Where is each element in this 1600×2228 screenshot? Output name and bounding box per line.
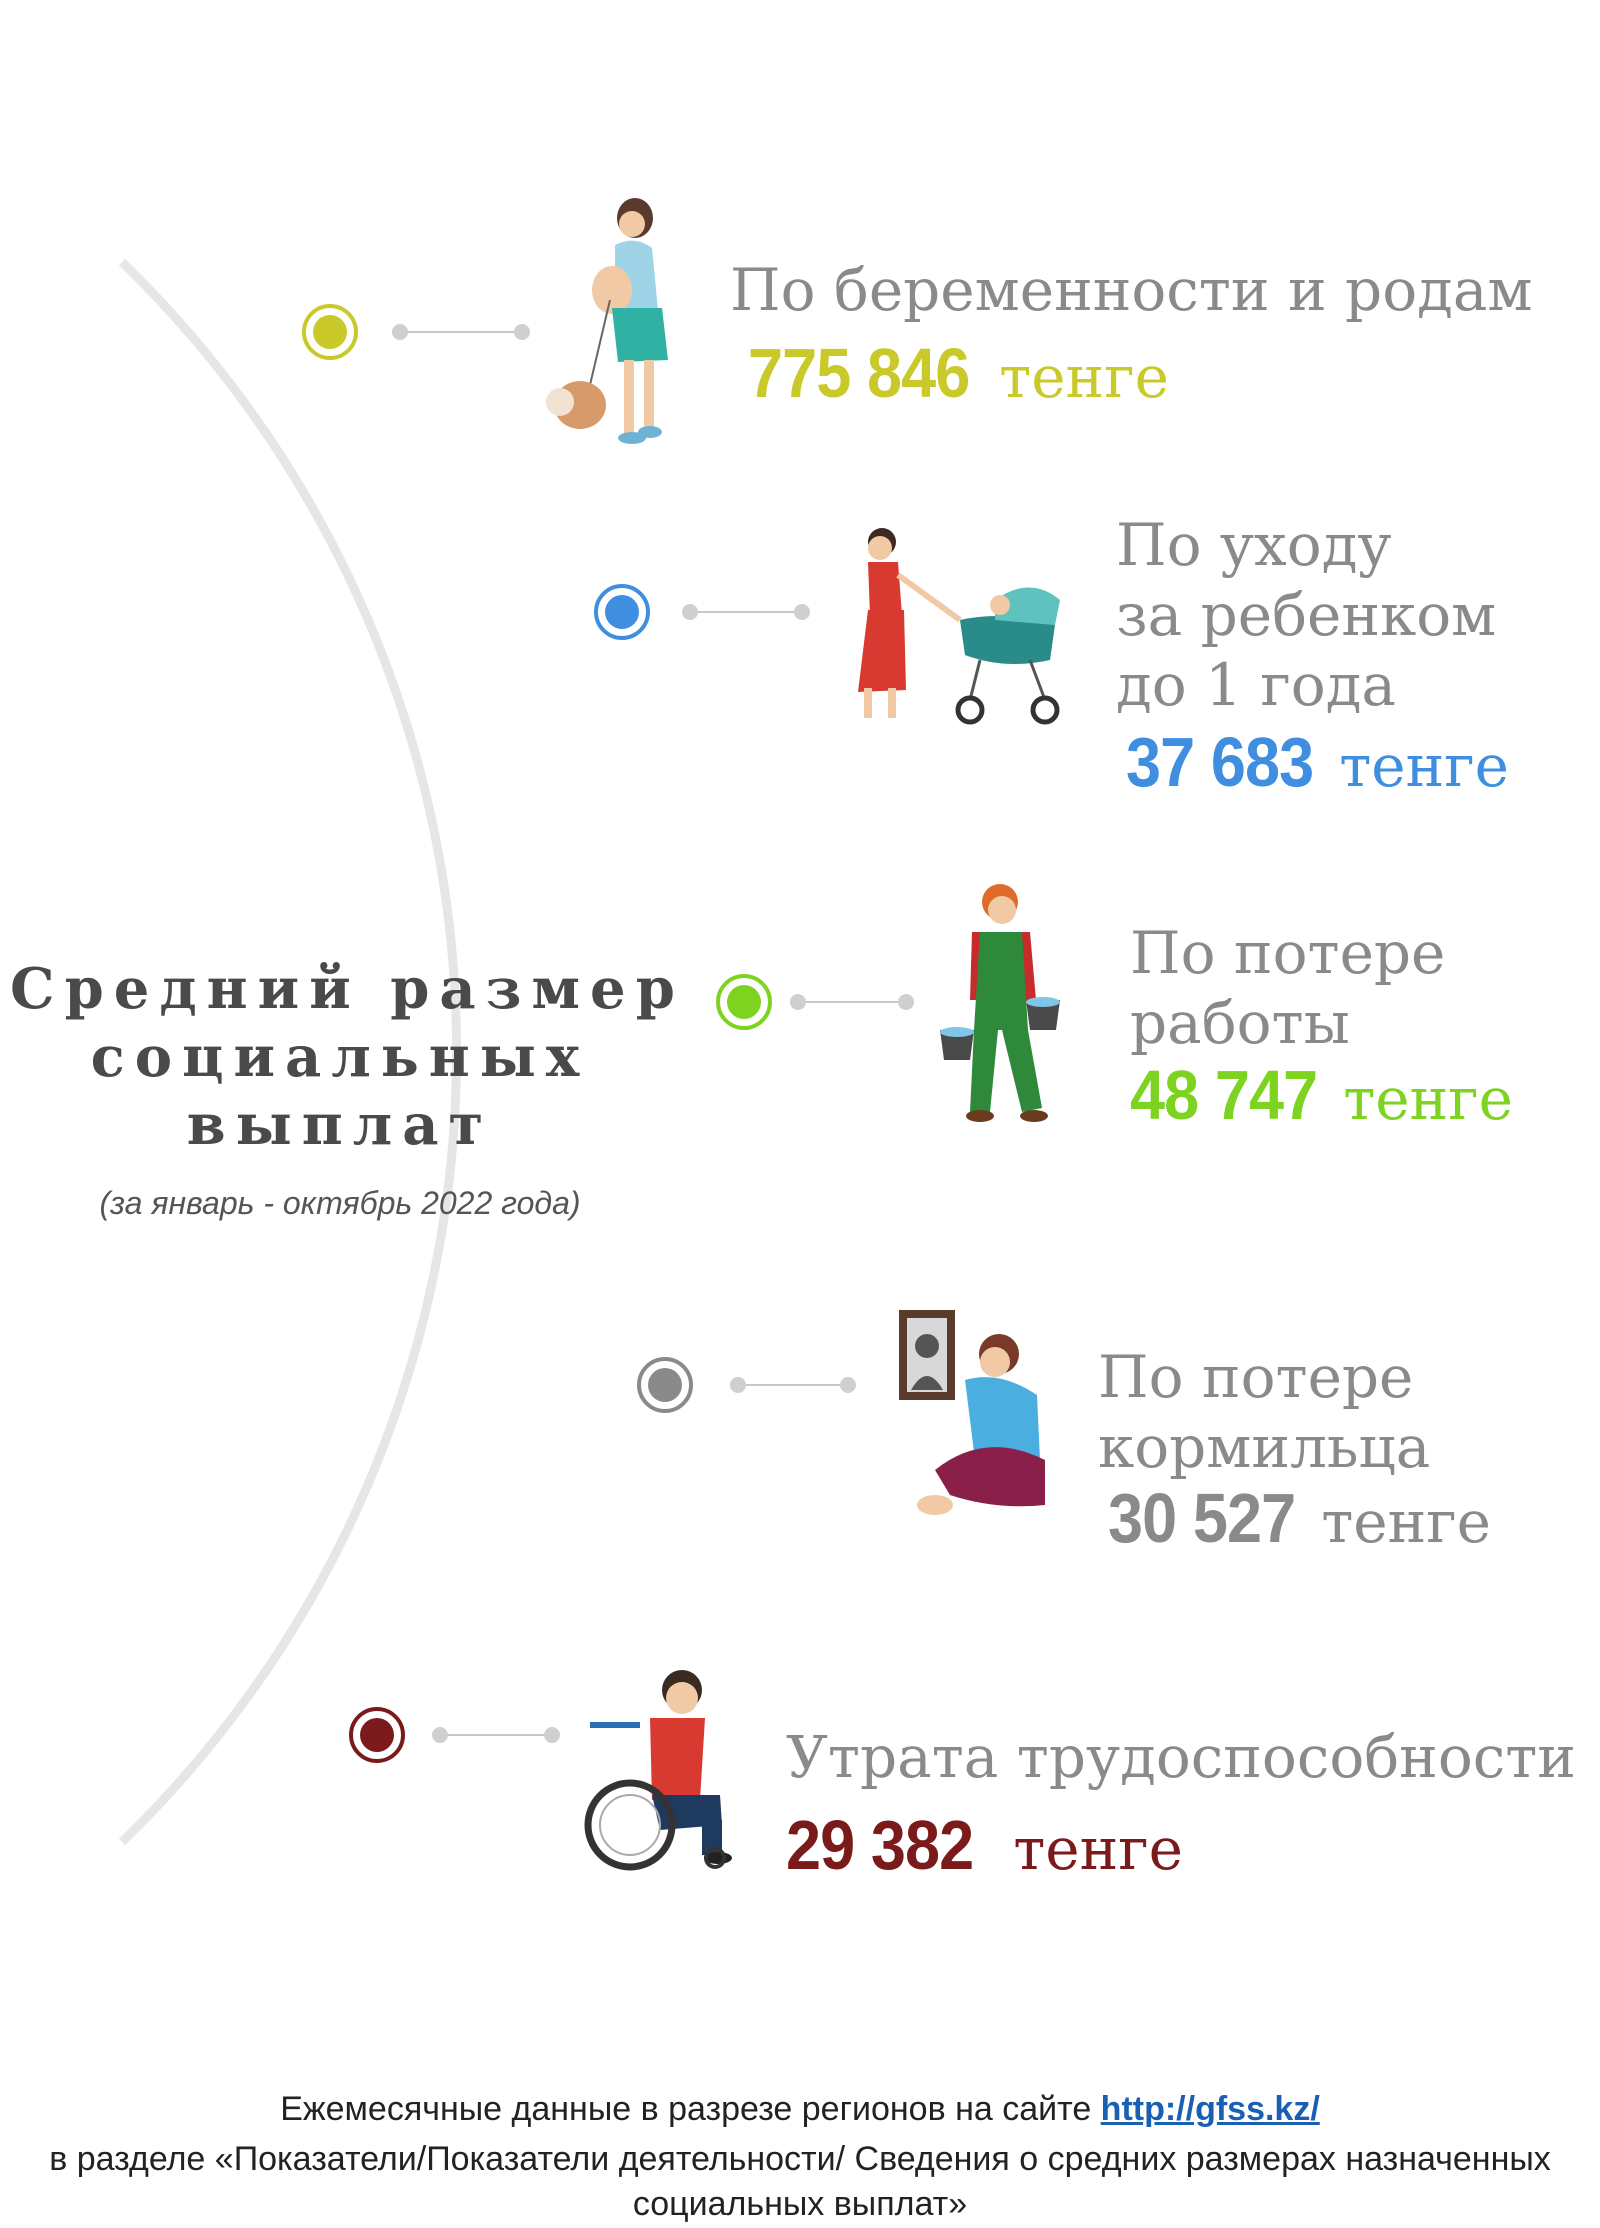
item-3-label-line-2: работы bbox=[1130, 989, 1350, 1057]
item-5-marker-icon bbox=[349, 1707, 405, 1763]
woman-with-stroller-icon bbox=[858, 528, 1060, 725]
timeline-arc bbox=[118, 258, 462, 1846]
item-3-label: По потере работы bbox=[1130, 918, 1445, 1058]
page-title-line-1: Средний размер bbox=[10, 956, 685, 1022]
item-4-currency: тенге bbox=[1321, 1488, 1491, 1556]
footer-line-1-text: Ежемесячные данные в разрезе регионов на… bbox=[280, 2090, 1101, 2128]
item-5-label: Утрата трудоспособности bbox=[786, 1722, 1576, 1792]
item-4-label: По потере кормильца bbox=[1098, 1342, 1430, 1482]
item-4-amount: 30 527 bbox=[1108, 1479, 1296, 1557]
item-1-amount: 775 846 bbox=[748, 334, 970, 412]
gfss-link[interactable]: http://gfss.kz/ bbox=[1100, 2090, 1320, 2128]
page-subtitle: (за январь - октябрь 2022 года) bbox=[99, 1185, 581, 1221]
item-1-label: По беременности и родам bbox=[730, 255, 1533, 325]
item-2-label-line-1: По уходу bbox=[1116, 511, 1392, 579]
item-4-connector bbox=[730, 1377, 856, 1393]
pregnant-woman-with-dog-icon bbox=[546, 198, 668, 444]
item-1-label-line: По беременности и родам bbox=[730, 256, 1533, 324]
item-3-amount: 48 747 bbox=[1130, 1056, 1318, 1134]
item-3-connector bbox=[790, 994, 914, 1010]
man-in-wheelchair-icon bbox=[584, 1670, 732, 1871]
worker-with-buckets-icon bbox=[940, 884, 1060, 1122]
page-title-line-2: социальных bbox=[90, 1024, 590, 1090]
item-4-marker-icon bbox=[637, 1357, 693, 1413]
grieving-person-with-portrait-icon bbox=[899, 1310, 1045, 1515]
item-2-label-line-3: до 1 года bbox=[1116, 651, 1397, 719]
item-5-connector bbox=[432, 1727, 560, 1743]
footer-line-2: в разделе «Показатели/Показатели деятель… bbox=[49, 2140, 1551, 2178]
item-4-label-line-1: По потере bbox=[1098, 1343, 1414, 1411]
item-4-label-line-2: кормильца bbox=[1098, 1413, 1431, 1481]
item-2-currency: тенге bbox=[1339, 732, 1509, 800]
item-5-amount: 29 382 bbox=[786, 1806, 974, 1884]
page-title-line-3: выплат bbox=[186, 1092, 494, 1158]
item-3-label-line-1: По потере bbox=[1130, 919, 1446, 987]
item-1-marker-icon bbox=[302, 304, 358, 360]
item-1-connector bbox=[392, 324, 530, 340]
item-2-connector bbox=[682, 604, 810, 620]
item-2-marker-icon bbox=[594, 584, 650, 640]
item-4-amount-row: 30 527 тенге bbox=[1108, 1478, 1491, 1558]
item-3-currency: тенге bbox=[1343, 1065, 1513, 1133]
item-5-currency: тенге bbox=[1013, 1815, 1183, 1883]
item-5-amount-row: 29 382 тенге bbox=[786, 1805, 1183, 1885]
item-2-amount-row: 37 683 тенге bbox=[1126, 722, 1509, 802]
item-3-amount-row: 48 747 тенге bbox=[1130, 1055, 1513, 1135]
item-5-label-line: Утрата трудоспособности bbox=[786, 1723, 1576, 1791]
footer-line-1: Ежемесячные данные в разрезе регионов на… bbox=[0, 2085, 1600, 2133]
footer-line-3: социальных выплат» bbox=[632, 2185, 968, 2223]
item-1-currency: тенге bbox=[999, 343, 1169, 411]
page-title: Средний размер социальных выплат bbox=[10, 955, 685, 1159]
item-2-label-line-2: за ребенком bbox=[1116, 581, 1497, 649]
item-3-marker-icon bbox=[716, 974, 772, 1030]
item-1-amount-row: 775 846 тенге bbox=[748, 333, 1169, 413]
item-2-amount: 37 683 bbox=[1126, 723, 1314, 801]
item-2-label: По уходу за ребенком до 1 года bbox=[1116, 510, 1496, 720]
